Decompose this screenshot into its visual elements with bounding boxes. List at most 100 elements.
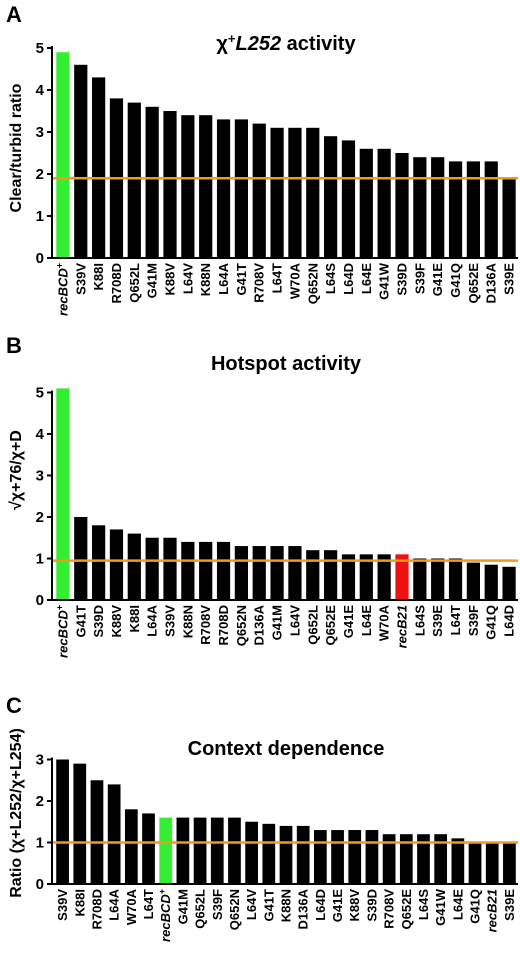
axes-c xyxy=(51,757,518,885)
x-tick-a-q652n: Q652N xyxy=(305,263,320,304)
bar-a-l64v xyxy=(181,115,195,258)
bar-b-s39f xyxy=(466,562,480,600)
bar-a-s39v xyxy=(74,64,88,258)
y-tick-label-b-4: 4 xyxy=(36,426,45,443)
x-tick-c-g41m: G41M xyxy=(175,889,190,924)
x-tick-a-s39d: S39D xyxy=(395,263,410,296)
bar-c-q652l xyxy=(193,817,207,884)
bar-b-q652n xyxy=(234,546,248,600)
x-tick-b-recbcd: recBCD+ xyxy=(54,604,70,658)
bar-c-l64t xyxy=(142,813,155,884)
x-tick-a-s39f: S39F xyxy=(412,263,427,294)
bar-c-k88n xyxy=(279,825,293,884)
x-tick-c-g41w: G41W xyxy=(433,888,448,926)
x-tick-b-k88n: K88N xyxy=(180,605,195,638)
x-tick-a-r708d: R708D xyxy=(109,263,124,303)
panel-letter-b: B xyxy=(6,333,22,358)
x-tick-c-k88v: K88V xyxy=(347,889,362,922)
bar-c-w70a xyxy=(124,809,138,884)
y-tick-label-c-2: 2 xyxy=(36,793,44,810)
bar-a-l64e xyxy=(359,148,373,258)
bar-a-g41m xyxy=(145,106,159,258)
bar-c-l64v xyxy=(245,821,258,884)
bar-a-q652n xyxy=(306,127,320,258)
x-tick-c-l64d: L64D xyxy=(313,889,328,921)
bar-c-q652n xyxy=(228,817,241,884)
bar-b-q652e xyxy=(324,550,338,600)
bar-a-l64a xyxy=(216,119,231,259)
y-tick-label-b-0: 0 xyxy=(36,592,44,609)
x-tick-a-g41m: G41M xyxy=(145,263,160,298)
axes-b xyxy=(51,390,518,601)
bar-c-recbcd xyxy=(159,817,173,884)
x-tick-a-g41e: G41E xyxy=(430,263,445,297)
x-tick-c-l64e: L64E xyxy=(450,889,465,920)
x-tick-b-q652e: Q652E xyxy=(323,605,338,646)
x-tick-b-g41t: G41T xyxy=(73,605,88,638)
y-tick-labels-c: 0 1 2 3 xyxy=(36,752,52,893)
bar-a-k88n xyxy=(199,115,213,258)
bar-c-recb21 xyxy=(485,842,499,884)
bar-a-q652l xyxy=(127,102,141,258)
bar-a-g41q xyxy=(448,161,463,258)
bar-a-q652e xyxy=(466,161,480,258)
bar-c-g41t xyxy=(262,823,276,884)
x-tick-c-l64t: L64T xyxy=(141,889,156,919)
x-tick-a-g41q: G41Q xyxy=(448,263,463,298)
x-tick-b-d136a: D136A xyxy=(252,604,267,645)
bar-c-s39e xyxy=(503,842,516,884)
x-tick-b-k88i: K88I xyxy=(127,605,142,632)
y-tick-label-b-5: 5 xyxy=(36,385,44,402)
x-tick-c-s39v: S39V xyxy=(55,889,70,921)
bar-c-r708v xyxy=(382,834,396,884)
chart-title-b: Hotspot activity xyxy=(211,353,362,375)
x-tick-c-q652l: Q652L xyxy=(193,889,208,929)
x-tick-c-l64a: L64A xyxy=(107,888,122,920)
x-tick-b-recb21: recB21 xyxy=(395,605,410,648)
x-tick-c-recb21: recB21 xyxy=(485,889,500,932)
x-tick-b-l64t: L64T xyxy=(448,605,463,635)
x-tick-b-r708d: R708D xyxy=(216,605,231,645)
bar-c-l64s xyxy=(417,834,430,884)
x-tick-b-l64e: L64E xyxy=(359,605,374,636)
bar-b-k88n xyxy=(181,541,195,600)
y-tick-label-a-4: 4 xyxy=(36,82,45,99)
x-tick-b-l64s: L64S xyxy=(412,605,427,636)
y-tick-label-c-3: 3 xyxy=(36,752,44,769)
x-tick-labels-c: S39V K88I R708D L64A W70A L64T recBCD+ G41M Q652… xyxy=(55,888,517,942)
bar-b-recbcd xyxy=(56,388,70,600)
x-tick-a-l64t: L64T xyxy=(270,263,285,293)
x-tick-a-l64e: L64E xyxy=(359,263,374,294)
y-tick-label-a-2: 2 xyxy=(36,166,44,183)
x-tick-b-g41e: G41E xyxy=(341,605,356,639)
x-tick-b-w70a: W70A xyxy=(377,604,392,641)
bar-b-w70a xyxy=(377,554,391,600)
x-tick-c-s39f: S39F xyxy=(210,889,225,920)
bar-c-l64a xyxy=(107,784,121,884)
axes-a xyxy=(51,46,518,259)
y-tick-labels-b: 0 1 2 3 4 5 xyxy=(36,385,52,609)
x-tick-labels-b: recBCD+ G41T S39D K88V K88I L64A S39V K88N R708V… xyxy=(54,604,516,658)
bar-c-g41e xyxy=(331,830,344,884)
bar-c-k88i xyxy=(73,763,87,884)
x-tick-b-s39e: S39E xyxy=(430,605,445,637)
bar-b-recb21 xyxy=(395,554,409,600)
bar-c-s39f xyxy=(210,817,224,884)
x-tick-b-q652l: Q652L xyxy=(305,605,320,645)
x-tick-c-s39d: S39D xyxy=(364,889,379,922)
bar-series-c xyxy=(56,759,516,884)
chart-panel-c: C Context dependence Ratio (χ+L252/χ+L25… xyxy=(6,693,518,942)
x-tick-a-recbcd: recBCD+ xyxy=(54,262,70,316)
bar-a-k88v xyxy=(163,111,177,258)
panel-letter-c: C xyxy=(6,693,22,718)
x-tick-c-g41q: G41Q xyxy=(468,889,483,924)
bar-series-a xyxy=(56,52,516,259)
bar-a-d136a xyxy=(484,161,498,258)
bar-a-l64d xyxy=(341,140,356,258)
bar-b-r708v xyxy=(199,541,213,600)
y-tick-label-c-0: 0 xyxy=(36,876,44,893)
bar-b-g41e xyxy=(341,554,356,600)
x-tick-a-l64s: L64S xyxy=(323,263,338,294)
bar-b-g41m xyxy=(270,546,284,600)
